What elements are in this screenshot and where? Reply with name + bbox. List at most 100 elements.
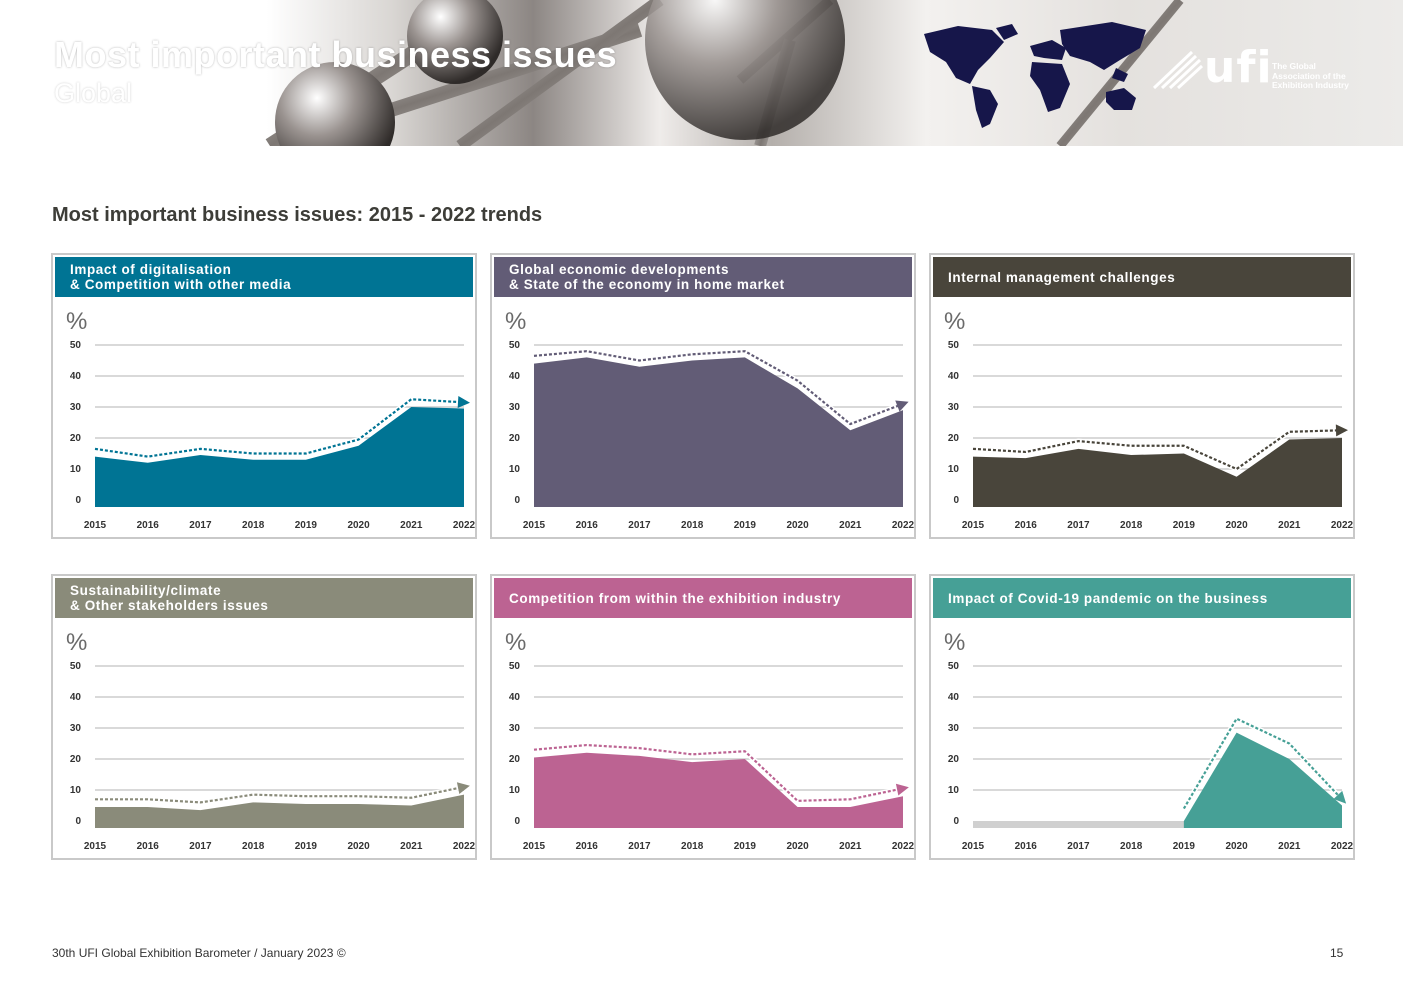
y-tick-label: 50 [509, 340, 521, 351]
unit-label: % [505, 629, 526, 656]
y-tick-label: 10 [509, 464, 521, 475]
ufi-tagline-line: Exhibition Industry [1272, 80, 1349, 90]
y-tick-label: 40 [509, 371, 521, 382]
unit-label: % [944, 629, 965, 656]
area-chart: % 0 10 20 30 40 50 2015 2016 2017 2018 2019 2020 2021… [505, 629, 915, 852]
trend-arrowhead [1335, 424, 1348, 437]
x-tick-label: 2022 [453, 841, 476, 852]
panel-title-line: & Competition with other media [70, 277, 292, 292]
y-tick-label: 40 [509, 692, 521, 703]
x-tick-label: 2020 [1225, 520, 1248, 531]
x-tick-label: 2021 [839, 841, 862, 852]
y-tick-label: 20 [509, 754, 521, 765]
y-tick-label: 50 [70, 340, 82, 351]
world-map-icon [924, 22, 1146, 128]
y-tick-label: 0 [953, 495, 959, 506]
footer-text: 30th UFI Global Exhibition Barometer / J… [52, 946, 346, 960]
trend-arrowhead [1333, 790, 1347, 804]
sphere [407, 0, 503, 84]
panel-header: Sustainability/climate & Other stakehold… [55, 578, 473, 618]
y-tick-label: 40 [948, 692, 960, 703]
x-tick-label: 2019 [734, 841, 757, 852]
x-tick-label: 2015 [523, 520, 546, 531]
area-series [534, 752, 903, 828]
sphere [645, 0, 845, 140]
y-tick-label: 20 [509, 433, 521, 444]
x-tick-label: 2019 [295, 841, 318, 852]
trend-arrowhead [895, 400, 909, 412]
y-tick-label: 20 [70, 754, 82, 765]
panel-title-line: Internal management challenges [948, 269, 1176, 285]
banner-subtitle: Global [54, 78, 133, 108]
trend-line [1182, 717, 1343, 810]
area-series [95, 407, 464, 507]
x-tick-label: 2019 [295, 520, 318, 531]
x-tick-label: 2021 [400, 841, 423, 852]
banner-illustration [265, 0, 1184, 146]
panel-header: Competition from within the exhibition i… [494, 578, 912, 618]
x-tick-label: 2019 [1173, 520, 1196, 531]
y-tick-label: 40 [948, 371, 960, 382]
trend-line [533, 350, 904, 426]
y-tick-label: 20 [948, 754, 960, 765]
y-tick-label: 50 [948, 340, 960, 351]
ufi-tagline-line: Association of the [1272, 70, 1346, 81]
trend-line [95, 785, 465, 804]
x-tick-label: 2015 [84, 520, 107, 531]
y-tick-label: 10 [948, 785, 960, 796]
trend-arrowhead [456, 782, 470, 794]
x-tick-label: 2021 [400, 520, 423, 531]
y-tick-label: 30 [948, 402, 960, 413]
panel-header: Impact of Covid-19 pandemic on the busin… [933, 578, 1351, 618]
x-tick-label: 2021 [1278, 520, 1301, 531]
area-chart: % 0 10 20 30 40 50 2015 2016 2017 2018 2019 2020 2021… [944, 308, 1354, 531]
y-tick-label: 20 [70, 433, 82, 444]
x-tick-label: 2016 [1015, 841, 1038, 852]
chart-panel-sustainability: Sustainability/climate & Other stakehold… [51, 574, 477, 860]
unit-label: % [505, 308, 526, 335]
x-tick-label: 2021 [1278, 841, 1301, 852]
y-tick-label: 30 [70, 402, 82, 413]
x-tick-label: 2015 [523, 841, 546, 852]
y-tick-label: 30 [948, 723, 960, 734]
x-tick-label: 2020 [347, 520, 370, 531]
x-tick-label: 2022 [453, 520, 476, 531]
x-tick-label: 2020 [347, 841, 370, 852]
x-tick-label: 2017 [628, 841, 651, 852]
x-tick-label: 2020 [1225, 841, 1248, 852]
panel-title-line: & Other stakeholders issues [70, 598, 269, 613]
panel-header: Global economic developments & State of … [494, 257, 912, 297]
ufi-stripes-icon [1152, 50, 1204, 90]
x-tick-label: 2022 [892, 520, 915, 531]
x-tick-label: 2015 [962, 841, 985, 852]
ufi-tagline-line: The Global [1272, 61, 1316, 71]
y-tick-label: 0 [514, 816, 520, 827]
panel-title-line: Global economic developments [509, 262, 730, 277]
trend-arrowhead [895, 783, 909, 796]
panel-title-line: Impact of Covid-19 pandemic on the busin… [948, 590, 1268, 606]
panel-title-line: Impact of digitalisation [70, 262, 232, 277]
header-banner: Most important business issues Global uf… [0, 0, 1403, 146]
chart-panel-management: Internal management challenges % 0 10 20 30 4… [929, 253, 1355, 539]
x-tick-label: 2018 [1120, 841, 1143, 852]
x-tick-label: 2022 [1331, 841, 1354, 852]
y-tick-label: 0 [514, 495, 520, 506]
panel-title-line: Competition from within the exhibition i… [509, 590, 841, 606]
y-tick-label: 10 [509, 785, 521, 796]
y-tick-label: 30 [509, 402, 521, 413]
baseline-band [973, 821, 1342, 828]
x-tick-label: 2016 [576, 841, 599, 852]
trend-line [533, 743, 904, 802]
x-tick-label: 2018 [681, 841, 704, 852]
x-tick-label: 2020 [786, 841, 809, 852]
x-tick-label: 2018 [1120, 520, 1143, 531]
x-tick-label: 2019 [1173, 841, 1196, 852]
y-tick-label: 0 [953, 816, 959, 827]
panel-header: Internal management challenges [933, 257, 1351, 297]
area-chart: % 0 10 20 30 40 50 2015 2016 2017 2018 2019 2020 2021… [66, 629, 476, 852]
x-tick-label: 2017 [189, 520, 212, 531]
chart-panel-digitalisation: Impact of digitalisation & Competition w… [51, 253, 477, 539]
x-tick-label: 2017 [189, 841, 212, 852]
y-tick-label: 0 [75, 816, 81, 827]
x-tick-label: 2018 [242, 841, 265, 852]
